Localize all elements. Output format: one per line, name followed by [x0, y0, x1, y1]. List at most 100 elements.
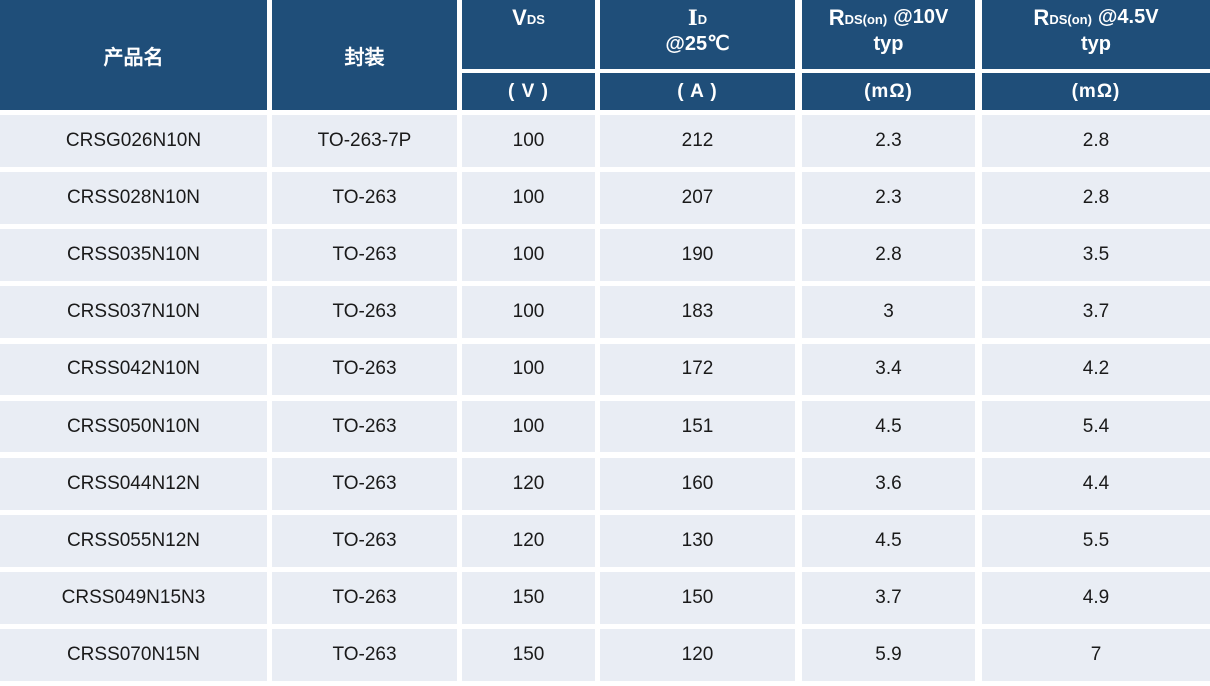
table-row: CRSS035N10N TO-263 100 190 2.8 3.5: [0, 229, 1210, 281]
cell-id: 183: [600, 286, 795, 339]
cell-product-name: CRSS050N10N: [0, 400, 267, 453]
cell-id: 120: [600, 629, 795, 681]
header-label-product: 产品名: [103, 46, 164, 69]
cell-vds: 100: [462, 172, 595, 224]
cell-rds-4v5: 4.2: [982, 343, 1210, 396]
rds10-unit-label: (mΩ): [864, 80, 913, 102]
cell-package: TO-263: [272, 629, 457, 681]
cell-product-name: CRSG026N10N: [0, 115, 267, 167]
header-cell-rds-10v: R DS(on) @10V typ (mΩ): [802, 0, 975, 110]
cell-rds-10v: 2.3: [802, 115, 975, 167]
rds45-unit-label: (mΩ): [1071, 80, 1121, 102]
cell-package: TO-263: [272, 400, 457, 453]
cell-vds: 150: [462, 629, 595, 681]
cell-rds-4v5: 5.5: [982, 515, 1210, 567]
cell-product-name: CRSS028N10N: [0, 172, 267, 224]
cell-vds: 100: [462, 286, 595, 339]
id-subscript: D: [697, 12, 708, 27]
table-row: CRSS055N12N TO-263 120 130 4.5 5.5: [0, 515, 1210, 567]
cell-package: TO-263: [272, 343, 457, 396]
cell-id: 160: [600, 457, 795, 510]
header-cell-package: 封装: [272, 0, 457, 110]
header-rds45-line2: typ: [1081, 33, 1111, 55]
rds45-subscript: DS(on): [1049, 12, 1092, 27]
cell-package: TO-263: [272, 172, 457, 224]
table-row: CRSS037N10N TO-263 100 183 3 3.7: [0, 286, 1210, 339]
rds45-condition: @4.5V: [1097, 6, 1159, 28]
header-rds45-symbol: R DS(on) @4.5V typ: [982, 0, 1210, 69]
cell-package: TO-263: [272, 457, 457, 510]
cell-rds-10v: 2.3: [802, 172, 975, 224]
header-rds10-symbol: R DS(on) @10V typ: [802, 0, 975, 69]
table-row: CRSS044N12N TO-263 120 160 3.6 4.4: [0, 457, 1210, 510]
cell-package: TO-263: [272, 229, 457, 281]
cell-id: 190: [600, 229, 795, 281]
cell-id: 151: [600, 400, 795, 453]
header-cell-rds-4v5: R DS(on) @4.5V typ (mΩ): [982, 0, 1210, 110]
cell-rds-10v: 3: [802, 286, 975, 339]
rds45-main: R: [1033, 4, 1050, 30]
header-label-package: 封装: [344, 46, 385, 69]
cell-vds: 100: [462, 343, 595, 396]
cell-rds-10v: 4.5: [802, 515, 975, 567]
header-rds10-line1: R DS(on) @10V: [829, 4, 949, 31]
vds-main: V: [512, 4, 527, 30]
cell-product-name: CRSS070N15N: [0, 629, 267, 681]
cell-rds-10v: 5.9: [802, 629, 975, 681]
cell-product-name: CRSS049N15N3: [0, 572, 267, 624]
table-row: CRSS042N10N TO-263 100 172 3.4 4.2: [0, 343, 1210, 396]
header-id-unit: ( A ): [600, 73, 795, 110]
cell-rds-4v5: 2.8: [982, 172, 1210, 224]
cell-package: TO-263: [272, 286, 457, 339]
table-body: CRSG026N10N TO-263-7P 100 212 2.3 2.8 CR…: [0, 115, 1210, 686]
vds-subscript: DS: [526, 12, 545, 27]
cell-vds: 150: [462, 572, 595, 624]
table-row: CRSG026N10N TO-263-7P 100 212 2.3 2.8: [0, 115, 1210, 167]
header-cell-product: 产品名: [0, 0, 267, 110]
table-row: CRSS049N15N3 TO-263 150 150 3.7 4.9: [0, 572, 1210, 624]
header-rds45-line1: R DS(on) @4.5V: [1033, 4, 1158, 31]
cell-id: 130: [600, 515, 795, 567]
cell-rds-4v5: 7: [982, 629, 1210, 681]
header-rds10-unit: (mΩ): [802, 73, 975, 110]
cell-rds-4v5: 4.9: [982, 572, 1210, 624]
cell-rds-4v5: 3.5: [982, 229, 1210, 281]
cell-product-name: CRSS042N10N: [0, 343, 267, 396]
table-row: CRSS028N10N TO-263 100 207 2.3 2.8: [0, 172, 1210, 224]
header-cell-vds: V DS ( V ): [462, 0, 595, 110]
cell-product-name: CRSS035N10N: [0, 229, 267, 281]
id-main: I: [687, 4, 698, 30]
cell-rds-10v: 3.6: [802, 457, 975, 510]
header-vds-symbol: V DS: [462, 0, 595, 69]
cell-id: 207: [600, 172, 795, 224]
cell-product-name: CRSS037N10N: [0, 286, 267, 339]
cell-vds: 100: [462, 229, 595, 281]
id-unit-label: ( A ): [677, 80, 718, 102]
cell-rds-10v: 4.5: [802, 400, 975, 453]
header-vds-unit: ( V ): [462, 73, 595, 110]
cell-rds-4v5: 3.7: [982, 286, 1210, 339]
cell-vds: 100: [462, 400, 595, 453]
header-id-line2: @25℃: [665, 33, 730, 55]
rds10-condition: @10V: [893, 6, 949, 28]
cell-vds: 120: [462, 515, 595, 567]
cell-vds: 100: [462, 115, 595, 167]
header-rds45-unit: (mΩ): [982, 73, 1210, 110]
cell-rds-10v: 2.8: [802, 229, 975, 281]
cell-id: 150: [600, 572, 795, 624]
cell-rds-4v5: 4.4: [982, 457, 1210, 510]
cell-rds-4v5: 2.8: [982, 115, 1210, 167]
cell-id: 172: [600, 343, 795, 396]
cell-rds-10v: 3.4: [802, 343, 975, 396]
cell-package: TO-263: [272, 515, 457, 567]
cell-package: TO-263: [272, 572, 457, 624]
cell-rds-10v: 3.7: [802, 572, 975, 624]
cell-product-name: CRSS055N12N: [0, 515, 267, 567]
table-row: CRSS050N10N TO-263 100 151 4.5 5.4: [0, 400, 1210, 453]
cell-product-name: CRSS044N12N: [0, 457, 267, 510]
